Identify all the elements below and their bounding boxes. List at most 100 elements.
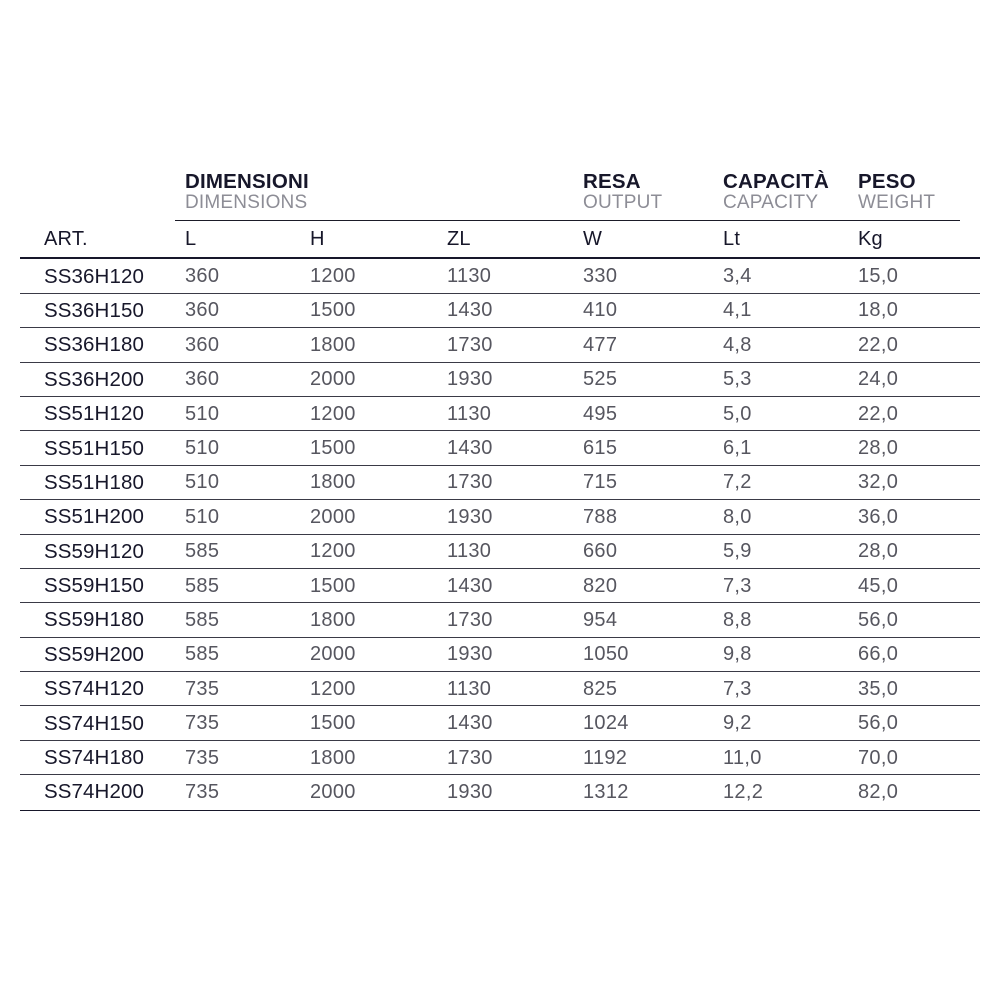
table-row: SS36H200 360 2000 1930 525 5,3 24,0 — [0, 363, 1000, 397]
cell-l: 735 — [185, 746, 220, 769]
cell-lt: 4,1 — [723, 299, 752, 322]
row-divider — [20, 292, 980, 294]
cell-w: 1312 — [583, 780, 629, 803]
cell-w: 495 — [583, 402, 618, 425]
table-row: SS74H150 735 1500 1430 1024 9,2 56,0 — [0, 706, 1000, 741]
cell-w: 660 — [583, 540, 618, 563]
cell-lt: 7,3 — [723, 677, 752, 700]
row-divider — [20, 739, 980, 741]
cell-l: 585 — [185, 540, 220, 563]
cell-l: 585 — [185, 574, 220, 597]
cell-h: 2000 — [310, 505, 356, 528]
cell-lt: 9,8 — [723, 643, 752, 666]
cell-l: 735 — [185, 712, 220, 735]
table-row: SS36H180 360 1800 1730 477 4,8 22,0 — [0, 328, 1000, 363]
cell-lt: 9,2 — [723, 712, 752, 735]
cell-h: 2000 — [310, 368, 356, 391]
row-divider — [20, 671, 980, 673]
cell-kg: 36,0 — [858, 505, 899, 528]
row-divider — [20, 327, 980, 329]
table-row: SS74H180 735 1800 1730 1192 11,0 70,0 — [0, 741, 1000, 776]
group-header-peso-it: PESO — [858, 170, 916, 193]
table-bottom-rule — [20, 809, 980, 812]
group-header-capacita-it: CAPACITÀ — [723, 170, 829, 193]
cell-zl: 1930 — [447, 780, 493, 803]
cell-h: 1500 — [310, 574, 356, 597]
table-row: SS36H120 360 1200 1130 330 3,4 15,0 — [0, 259, 1000, 294]
cell-kg: 32,0 — [858, 471, 899, 494]
cell-kg: 35,0 — [858, 677, 899, 700]
cell-zl: 1730 — [447, 608, 493, 631]
cell-lt: 7,2 — [723, 471, 752, 494]
cell-kg: 56,0 — [858, 608, 899, 631]
cell-l: 510 — [185, 402, 220, 425]
group-header-rule — [175, 220, 960, 221]
cell-l: 735 — [185, 780, 220, 803]
cell-art: SS36H150 — [44, 298, 144, 322]
table-column-header-row: ART. L H ZL W Lt Kg — [0, 222, 1000, 257]
cell-art: SS36H120 — [44, 264, 144, 288]
cell-kg: 22,0 — [858, 333, 899, 356]
cell-zl: 1730 — [447, 471, 493, 494]
cell-h: 1200 — [310, 265, 356, 288]
column-header-kg: Kg — [858, 228, 883, 250]
row-divider — [20, 430, 980, 432]
cell-kg: 82,0 — [858, 780, 899, 803]
cell-zl: 1730 — [447, 746, 493, 769]
cell-kg: 28,0 — [858, 540, 899, 563]
cell-h: 1500 — [310, 712, 356, 735]
cell-lt: 5,0 — [723, 402, 752, 425]
cell-art: SS59H200 — [44, 642, 144, 666]
cell-lt: 5,3 — [723, 368, 752, 391]
row-divider — [20, 636, 980, 638]
cell-art: SS51H180 — [44, 470, 144, 494]
row-divider — [20, 464, 980, 466]
cell-h: 2000 — [310, 780, 356, 803]
cell-l: 585 — [185, 608, 220, 631]
cell-lt: 12,2 — [723, 780, 764, 803]
table-body: SS36H120 360 1200 1130 330 3,4 15,0 SS36H150 360… — [0, 259, 1000, 809]
cell-h: 1200 — [310, 540, 356, 563]
table-row: SS59H180 585 1800 1730 954 8,8 56,0 — [0, 603, 1000, 638]
cell-w: 820 — [583, 574, 618, 597]
group-header-resa-it: RESA — [583, 170, 641, 193]
cell-art: SS59H150 — [44, 574, 144, 598]
cell-kg: 18,0 — [858, 299, 899, 322]
row-divider — [20, 602, 980, 604]
cell-art: SS74H120 — [44, 677, 144, 701]
cell-kg: 70,0 — [858, 746, 899, 769]
cell-l: 735 — [185, 677, 220, 700]
group-header-resa-en: OUTPUT — [583, 191, 663, 213]
cell-art: SS74H200 — [44, 780, 144, 804]
cell-w: 788 — [583, 505, 618, 528]
cell-w: 1192 — [583, 746, 628, 769]
cell-art: SS36H180 — [44, 333, 144, 357]
cell-lt: 7,3 — [723, 574, 752, 597]
cell-zl: 1430 — [447, 299, 493, 322]
cell-h: 1800 — [310, 333, 356, 356]
column-header-zl: ZL — [447, 228, 471, 250]
cell-art: SS74H150 — [44, 711, 144, 735]
column-header-lt: Lt — [723, 228, 741, 250]
column-header-l: L — [185, 228, 197, 250]
cell-kg: 22,0 — [858, 402, 899, 425]
cell-lt: 5,9 — [723, 540, 752, 563]
cell-w: 825 — [583, 677, 618, 700]
cell-art: SS51H120 — [44, 402, 144, 426]
cell-l: 510 — [185, 505, 220, 528]
cell-kg: 28,0 — [858, 437, 899, 460]
cell-art: SS74H180 — [44, 746, 144, 770]
group-header-resa: RESA OUTPUT — [583, 170, 663, 213]
cell-w: 525 — [583, 368, 618, 391]
group-header-dimensioni-it: DIMENSIONI — [185, 170, 309, 193]
cell-lt: 4,8 — [723, 333, 752, 356]
column-header-art: ART. — [44, 228, 88, 250]
cell-l: 360 — [185, 368, 220, 391]
cell-lt: 11,0 — [723, 746, 762, 769]
column-header-w: W — [583, 228, 603, 250]
cell-l: 510 — [185, 437, 220, 460]
row-divider — [20, 361, 980, 363]
cell-l: 510 — [185, 471, 220, 494]
cell-zl: 1430 — [447, 712, 493, 735]
